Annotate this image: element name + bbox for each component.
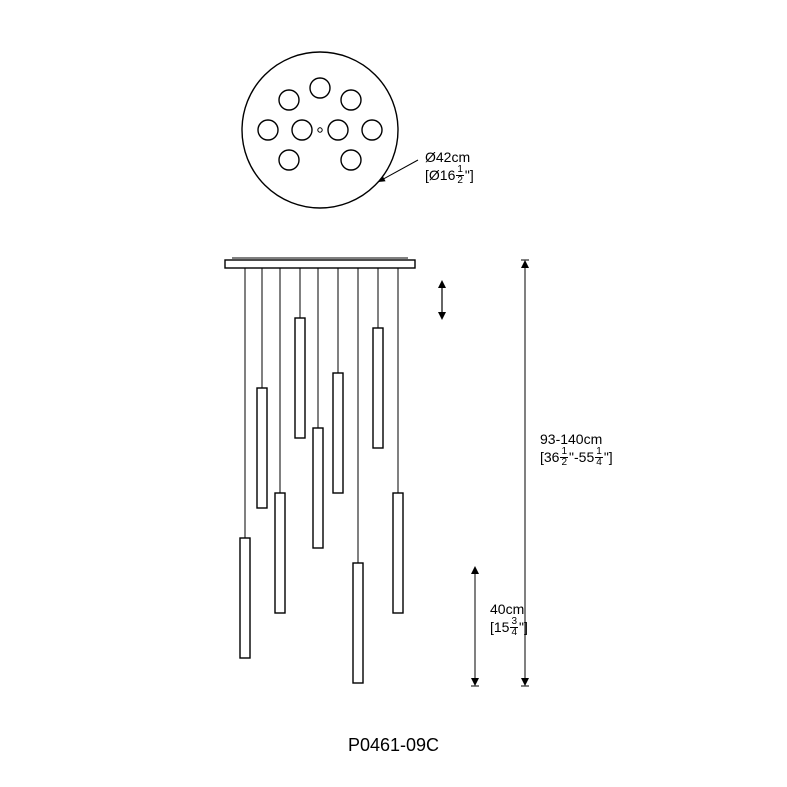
total-height-label: 93-140cm[3612"-5514"]: [540, 430, 613, 469]
drawing-svg: [0, 0, 787, 787]
technical-drawing: { "canvas": { "width": 787, "height": 78…: [0, 0, 787, 787]
model-number: P0461-09C: [0, 735, 787, 756]
diameter-label: Ø42cm[Ø1612"]: [425, 148, 474, 187]
tube-height-label: 40cm[1534"]: [490, 600, 528, 639]
